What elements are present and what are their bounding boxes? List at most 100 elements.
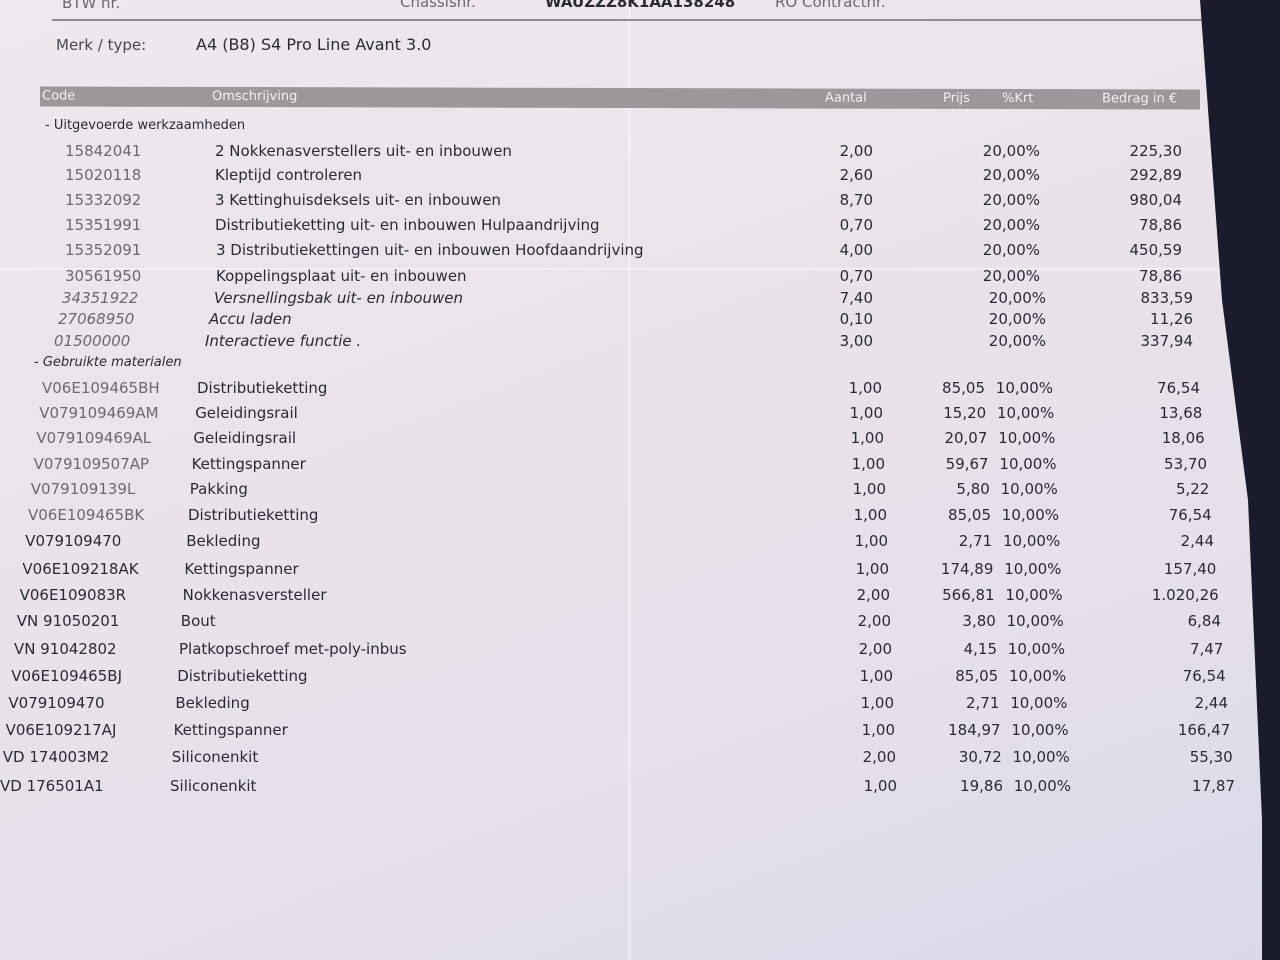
item-description: Geleidingsrail (195, 404, 298, 422)
item-description: Bout (180, 612, 216, 630)
item-price: 2,71 (966, 694, 1000, 712)
item-discount: 20,00% (988, 310, 1046, 328)
item-code: V079109470 (8, 694, 105, 712)
chassis-label: Chassisnr. (400, 0, 476, 11)
item-amount: 76,54 (1157, 379, 1200, 397)
item-quantity: 0,70 (839, 267, 873, 285)
item-discount: 10,00% (1006, 612, 1064, 630)
item-discount: 10,00% (998, 429, 1056, 447)
item-code: V079109469AM (39, 404, 159, 422)
item-code: VN 91050201 (16, 612, 120, 630)
item-discount: 20,00% (982, 142, 1040, 160)
item-quantity: 1,00 (850, 429, 884, 447)
item-amount: 76,54 (1182, 667, 1226, 685)
item-discount: 10,00% (999, 455, 1057, 473)
item-price: 5,80 (956, 480, 990, 498)
item-code: V06E109465BH (42, 379, 160, 397)
item-amount: 13,68 (1159, 404, 1203, 422)
item-discount: 10,00% (1007, 640, 1065, 658)
item-code: 27068950 (58, 310, 135, 328)
item-price: 174,89 (940, 560, 994, 578)
item-description: 3 Distributiekettingen uit- en inbouwen … (216, 241, 644, 259)
item-description: Pakking (189, 480, 248, 498)
item-price: 19,86 (960, 777, 1003, 795)
item-code: 15332092 (65, 191, 142, 209)
btw-label: BTW nr. (62, 0, 121, 12)
vehicle-value: A4 (B8) S4 Pro Line Avant 3.0 (196, 35, 432, 54)
col-description: Omschrijving (211, 88, 298, 105)
item-code: V06E109465BK (28, 506, 145, 524)
item-code: VD 174003M2 (2, 748, 110, 766)
item-discount: 10,00% (1004, 560, 1062, 578)
item-description: Interactieve functie . (205, 332, 362, 350)
item-price: 85,05 (955, 667, 999, 685)
item-amount: 980,04 (1129, 191, 1183, 209)
item-description: Geleidingsrail (193, 429, 297, 447)
item-amount: 337,94 (1140, 332, 1194, 350)
item-price: 85,05 (942, 379, 985, 397)
item-price: 2,71 (958, 532, 993, 550)
item-discount: 20,00% (982, 191, 1040, 209)
item-quantity: 2,00 (857, 612, 891, 630)
item-description: Koppelingsplaat uit- en inbouwen (216, 267, 467, 285)
item-description: Distributieketting (197, 379, 328, 397)
item-quantity: 1,00 (863, 777, 897, 795)
item-quantity: 8,70 (839, 191, 873, 209)
col-discount: %Krt (1001, 91, 1034, 107)
item-description: 2 Nokkenasverstellers uit- en inbouwen (215, 142, 512, 160)
item-quantity: 1,00 (851, 455, 885, 473)
item-quantity: 1,00 (860, 694, 894, 712)
item-quantity: 1,00 (859, 667, 893, 685)
item-quantity: 2,00 (862, 748, 896, 766)
item-price: 4,15 (963, 640, 997, 658)
item-amount: 292,89 (1129, 166, 1183, 184)
item-description: Bekleding (186, 532, 261, 550)
item-discount: 20,00% (982, 166, 1040, 184)
item-code: 01500000 (54, 332, 131, 350)
item-code: V06E109217AJ (5, 721, 117, 739)
item-description: Kettingspanner (184, 560, 299, 578)
item-description: Kettingspanner (191, 455, 306, 473)
item-quantity: 0,70 (839, 216, 873, 234)
item-description: Platkopschroef met-poly-inbus (179, 640, 407, 658)
item-amount: 55,30 (1189, 748, 1233, 766)
col-code: Code (41, 88, 76, 104)
item-amount: 78,86 (1139, 216, 1182, 234)
item-discount: 10,00% (1001, 506, 1059, 524)
item-discount: 10,00% (1009, 667, 1067, 685)
paper-fold (0, 268, 1230, 270)
divider (52, 19, 1202, 21)
col-price: Prijs (942, 90, 970, 106)
item-discount: 10,00% (1012, 748, 1070, 766)
item-description: Versnellingsbak uit- en inbouwen (214, 289, 463, 307)
item-amount: 6,84 (1187, 612, 1221, 630)
chassis-value: WAUZZZ8K1AA138248 (545, 0, 736, 11)
item-quantity: 7,40 (839, 289, 873, 307)
item-discount: 20,00% (982, 241, 1040, 259)
item-discount: 20,00% (982, 267, 1040, 285)
item-code: 30561950 (65, 267, 142, 285)
item-code: VN 91042802 (14, 640, 117, 658)
item-amount: 2,44 (1194, 694, 1228, 712)
item-quantity: 1,00 (853, 506, 887, 524)
item-quantity: 1,00 (855, 560, 889, 578)
item-discount: 10,00% (1013, 777, 1071, 795)
item-amount: 53,70 (1164, 455, 1207, 473)
item-amount: 78,86 (1139, 267, 1182, 285)
vehicle-label: Merk / type: (56, 36, 147, 54)
item-description: Kettingspanner (173, 721, 288, 739)
item-quantity: 0,10 (839, 310, 873, 328)
contract-label: RO Contractnr. (775, 0, 886, 11)
item-code: 15020118 (65, 166, 142, 184)
item-description: Accu laden (209, 310, 292, 328)
item-code: V06E109083R (19, 586, 127, 604)
item-description: Bekleding (175, 694, 250, 712)
item-discount: 10,00% (1011, 721, 1069, 739)
item-code: V06E109218AK (22, 560, 139, 578)
item-description: Distributieketting (177, 667, 308, 685)
table-header: Code Omschrijving Aantal Prijs %Krt Bedr… (39, 86, 1201, 110)
item-amount: 225,30 (1129, 142, 1183, 160)
item-amount: 11,26 (1150, 310, 1193, 328)
item-amount: 450,59 (1129, 241, 1183, 259)
